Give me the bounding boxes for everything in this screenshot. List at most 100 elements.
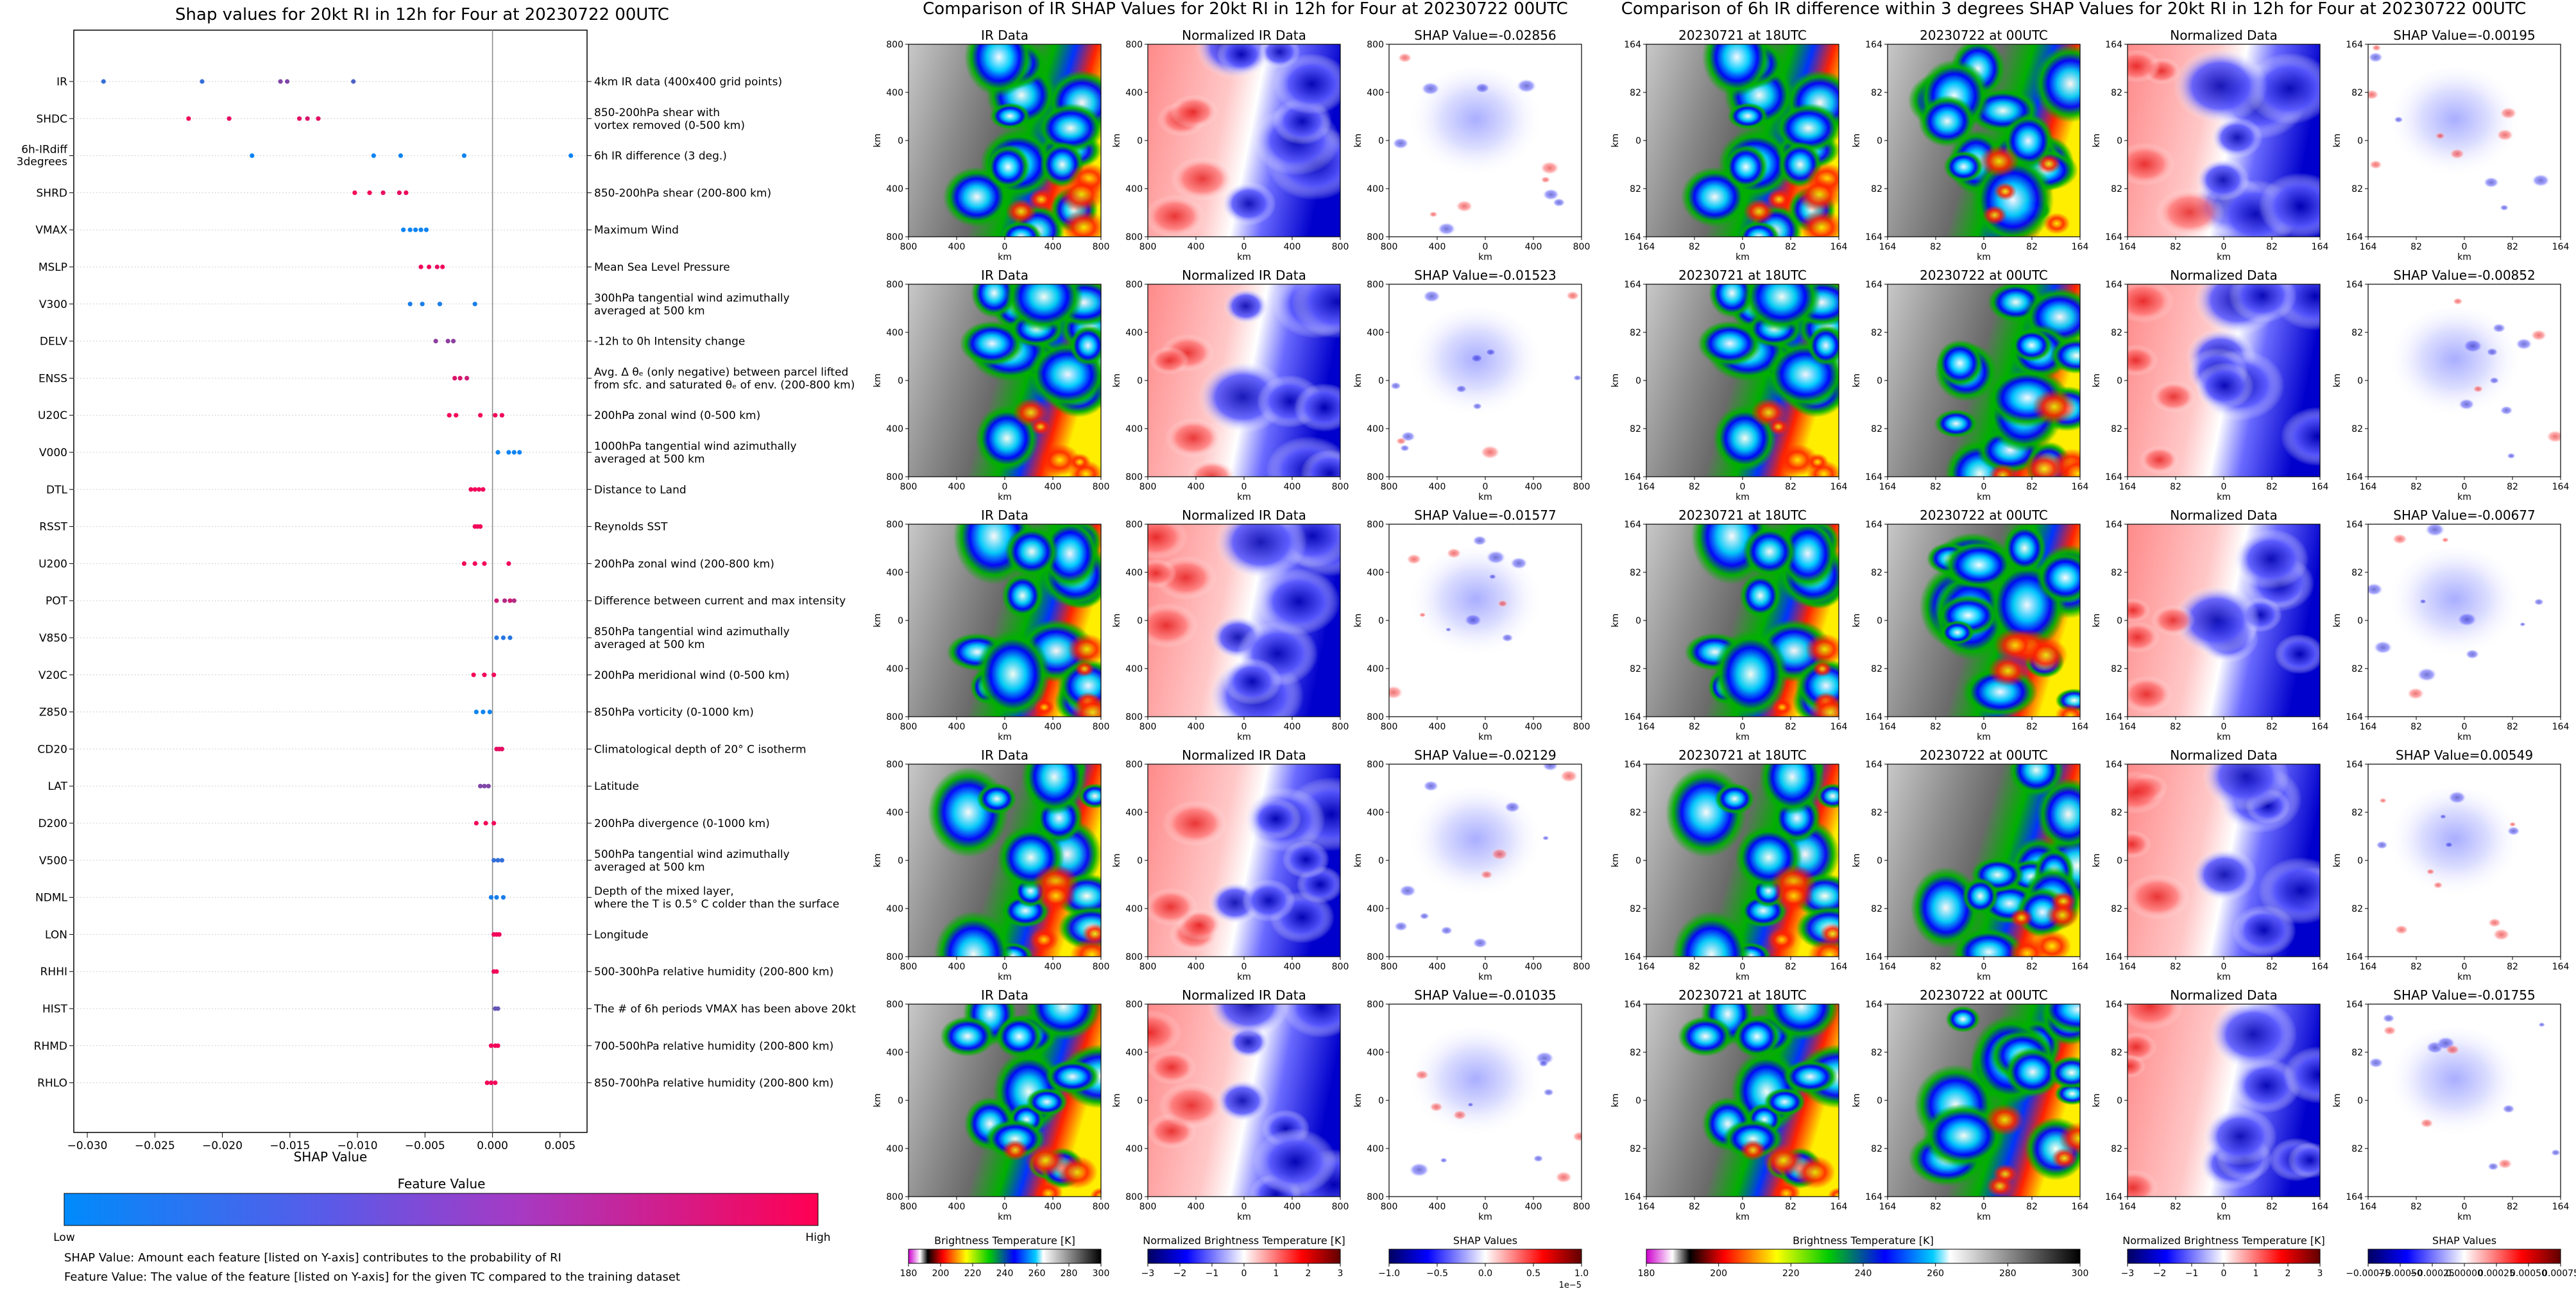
feature-description: Distance to Land	[594, 484, 687, 497]
y-tick-label: 800	[1125, 760, 1143, 770]
x-tick-label: 82	[2507, 962, 2518, 972]
colorbar-tick-label: 1	[2253, 1268, 2259, 1279]
x-tick-label: 800	[1573, 242, 1591, 252]
x-tick-label: 82	[2026, 962, 2038, 972]
y-tick-label: 164	[2105, 952, 2122, 962]
x-tick-label: 400	[1429, 962, 1446, 972]
x-tick-label: 164	[1638, 1202, 1655, 1212]
panel-title: Normalized IR Data	[1182, 508, 1306, 523]
shap-point	[447, 413, 452, 418]
x-axis-label: km	[1237, 1212, 1251, 1222]
x-tick-label: 82	[2410, 482, 2422, 492]
y-tick-label: 800	[886, 472, 903, 482]
shap-point	[495, 858, 500, 863]
x-tick-label: 82	[1689, 962, 1700, 972]
x-tick-label: 82	[1930, 242, 1941, 252]
y-axis-label: km	[1852, 613, 1862, 627]
y-tick-label: 800	[1125, 952, 1143, 962]
x-tick-label: 400	[1045, 482, 1062, 492]
shap-point	[454, 413, 459, 418]
heatmap-image	[1888, 524, 2080, 717]
x-tick-label: 0	[2221, 1202, 2227, 1212]
colorbar-tick-label: 2	[2285, 1268, 2291, 1279]
heatmap-image	[2368, 284, 2561, 477]
x-tick-label: 0	[1002, 722, 1008, 732]
shap-point	[445, 339, 450, 344]
y-axis-label: km	[1112, 853, 1122, 867]
y-tick-label: 82	[2111, 184, 2122, 194]
shap-point	[499, 413, 504, 418]
y-tick-label: 82	[1630, 328, 1641, 338]
y-tick-label: 400	[1125, 328, 1143, 338]
x-tick-label: 0	[2462, 242, 2468, 252]
colorbar-tick-label: −1	[1206, 1268, 1219, 1279]
shap-point	[494, 895, 499, 900]
feature-name-label: DELV	[40, 336, 67, 348]
shap-point	[568, 153, 574, 158]
x-tick-label: 400	[1188, 722, 1205, 732]
y-axis-label: km	[1353, 853, 1363, 867]
heatmap-image	[908, 1004, 1101, 1197]
panel-title: 20230721 at 18UTC	[1678, 268, 1807, 283]
y-tick-label: 82	[2111, 328, 2122, 338]
note-shap-value: SHAP Value: Amount each feature [listed …	[64, 1251, 561, 1265]
heatmap-image	[1646, 524, 1839, 717]
feature-name-label: RSST	[39, 521, 67, 534]
x-tick-label: 0	[1241, 1202, 1247, 1212]
feature-name-label: V20C	[38, 669, 67, 682]
feature-row: RHHI 500-300hPa relative humidity (200-80…	[40, 966, 834, 978]
x-tick-label: 82	[2507, 482, 2518, 492]
y-tick-label: 400	[1367, 88, 1384, 98]
x-tick-label: 800	[1139, 482, 1157, 492]
x-tick-label: 82	[1930, 1202, 1941, 1212]
colorbar-title: Feature Value	[398, 1176, 486, 1191]
y-tick-label: 800	[886, 232, 903, 243]
feature-name-label: U200	[38, 558, 67, 570]
x-axis-label: km	[1478, 252, 1492, 262]
x-tick-label: 164	[1830, 962, 1848, 972]
y-tick-label: 164	[2105, 1000, 2122, 1010]
y-tick-label: 0	[2357, 136, 2363, 146]
beeswarm-title: Shap values for 20kt RI in 12h for Four …	[175, 5, 669, 24]
x-axis-label: km	[1237, 492, 1251, 502]
y-tick-label: 800	[1125, 520, 1143, 530]
feature-name-label: CD20	[37, 743, 67, 756]
x-tick-label: 164	[2119, 482, 2137, 492]
feature-description: The # of 6h periods VMAX has been above …	[593, 1003, 856, 1016]
y-tick-label: 0	[1378, 376, 1384, 386]
x-axis-label: km	[1736, 492, 1750, 502]
x-tick-label: 164	[1830, 1202, 1848, 1212]
y-axis-label: km	[1353, 613, 1363, 627]
x-tick-label: 800	[1139, 242, 1157, 252]
x-tick-label: 164	[2552, 1202, 2570, 1212]
shap-point	[511, 598, 516, 603]
beeswarm-plot-area	[73, 30, 588, 1133]
colorbar-tick-label: −2	[2153, 1268, 2167, 1279]
shap-point	[494, 598, 499, 603]
feature-row: POT Difference between current and max in…	[46, 595, 846, 608]
y-axis-label: km	[873, 133, 883, 148]
y-tick-label: 164	[1865, 1000, 1882, 1010]
shap-point	[497, 932, 502, 937]
y-tick-label: 164	[1865, 520, 1882, 530]
y-tick-label: 400	[886, 1144, 903, 1154]
y-tick-label: 800	[886, 40, 903, 50]
feature-description: Longitude	[594, 928, 649, 941]
y-tick-label: 0	[898, 1096, 903, 1106]
x-tick-label: 0	[1981, 482, 1987, 492]
colorbar-strip	[2367, 1249, 2561, 1264]
y-tick-label: 400	[886, 88, 903, 98]
y-tick-label: 164	[1624, 760, 1641, 770]
y-tick-label: 164	[2346, 40, 2363, 50]
colorbar: SHAP Values −1.0 −0.5 0.0 0.5 1.0 1e−5	[1378, 1234, 1589, 1289]
heatmap-image	[1389, 44, 1582, 237]
colorbar-tick-label: 0.0	[1478, 1268, 1492, 1279]
feature-description: Avg. Δ θₑ (only negative) between parcel…	[594, 366, 855, 391]
y-tick-label: 164	[2346, 280, 2363, 290]
y-tick-label: 82	[2351, 808, 2363, 818]
x-tick-label: 400	[1045, 722, 1062, 732]
shap-point	[465, 375, 470, 381]
